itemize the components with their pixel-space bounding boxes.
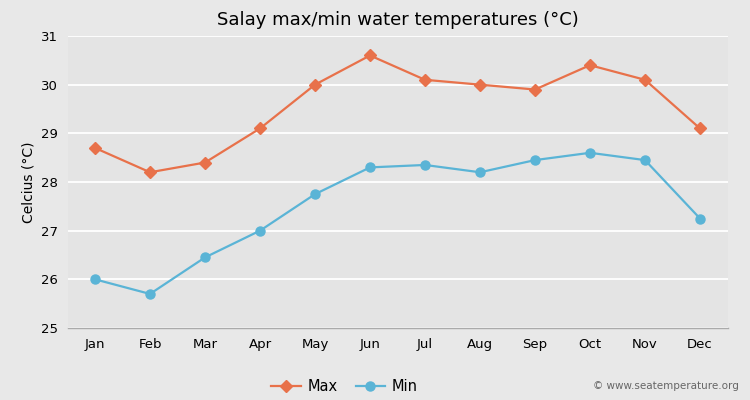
Line: Min: Min bbox=[91, 148, 704, 298]
Min bbox=[365, 165, 374, 170]
Min bbox=[421, 162, 430, 167]
Max bbox=[365, 53, 374, 58]
Text: © www.seatemperature.org: © www.seatemperature.org bbox=[592, 381, 739, 391]
Min bbox=[146, 292, 154, 296]
Max bbox=[310, 82, 320, 87]
Min bbox=[530, 158, 539, 162]
Line: Max: Max bbox=[91, 51, 704, 176]
Min bbox=[200, 255, 209, 260]
Min bbox=[256, 228, 265, 233]
Max bbox=[476, 82, 484, 87]
Max bbox=[200, 160, 209, 165]
Max bbox=[640, 77, 650, 82]
Max bbox=[695, 126, 704, 131]
Max bbox=[256, 126, 265, 131]
Legend: Max, Min: Max, Min bbox=[266, 373, 424, 400]
Max bbox=[421, 77, 430, 82]
Min bbox=[640, 158, 650, 162]
Min bbox=[586, 150, 595, 155]
Min bbox=[310, 192, 320, 196]
Title: Salay max/min water temperatures (°C): Salay max/min water temperatures (°C) bbox=[217, 11, 578, 29]
Min bbox=[695, 216, 704, 221]
Max bbox=[530, 87, 539, 92]
Min bbox=[91, 277, 100, 282]
Max bbox=[91, 146, 100, 150]
Y-axis label: Celcius (°C): Celcius (°C) bbox=[21, 141, 35, 223]
Min bbox=[476, 170, 484, 175]
Max bbox=[586, 63, 595, 68]
Max bbox=[146, 170, 154, 175]
